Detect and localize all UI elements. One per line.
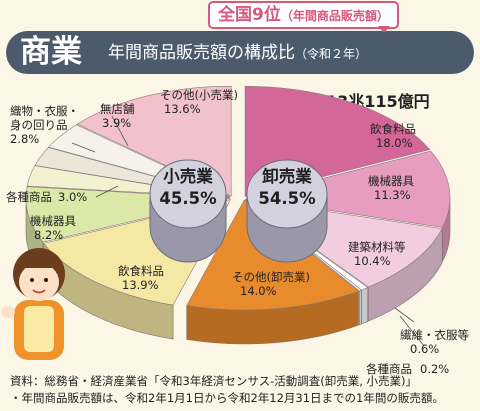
subtitle-year: （令和２年） [295,47,368,61]
label-name: 飲食料品 [370,122,416,136]
retail-share: 45.5% [159,189,217,208]
rank-badge-sub: （年間商品販売額） [280,9,389,23]
label-name: その他(小売業) [160,88,238,102]
label-retail-other: その他(小売業) 13.6% [160,88,238,116]
label-value: 18.0% [376,136,413,150]
label-name: 機械器具 [30,214,76,228]
label-retail-general: 各種商品 3.0% [6,190,87,204]
center-cylinder-wholesale [246,159,328,263]
label-wholesale-general: 各種商品 0.2% [366,362,449,376]
title-bar [6,31,474,74]
label-name: 繊維・衣服等 [400,328,469,342]
label-value: 14.0% [240,284,277,298]
source-note: 資料：総務省・経済産業省「令和3年経済センサス-活動調査(卸売業, 小売業)」 … [10,373,444,407]
label-retail-food: 飲食料品 13.9% [118,264,164,292]
label-value: 2.8% [10,132,40,146]
label-wholesale-building: 建築材料等 10.4% [348,240,406,268]
label-value: 13.9% [122,278,159,292]
label-value: 0.2% [420,362,450,376]
label-name: 各種商品 [6,190,52,204]
page-subtitle: 年間商品販売額の構成比（令和２年） [108,40,367,67]
rank-badge-tail [378,26,390,33]
wholesale-name: 卸売業 [262,167,312,186]
leader-line-nonstore [111,115,129,147]
label-name: 飲食料品 [118,264,164,278]
source-line-1: 資料：総務省・経済産業省「令和3年経済センサス-活動調査(卸売業, 小売業)」 [10,374,418,388]
label-name: 建築材料等 [348,240,406,254]
leader-line-general-retail [95,185,119,198]
leader-line-general-wholesale [399,315,425,347]
pie-slice-wholesale-3-side [361,287,369,325]
pie-slice-wholesale-4-side [359,289,362,326]
label-value: 11.3% [374,188,411,202]
leader-line-textile [71,142,96,153]
rank-badge: 全国9位（年間商品販売額） [208,1,399,29]
label-name-line2: 身の回り品 [10,118,68,132]
rank-badge-text: 全国9位 [218,5,281,25]
label-name: 無店舗 [100,102,135,116]
label-value: 0.6% [410,342,440,356]
wholesale-share: 54.5% [258,189,316,208]
page-title: 商業 [20,34,82,70]
label-wholesale-food: 飲食料品 18.0% [370,122,416,150]
label-value: 10.4% [354,254,391,268]
retail-name: 小売業 [163,167,213,186]
label-name: 各種商品 [366,362,412,376]
label-value: 3.9% [102,116,132,130]
label-retail-textile: 織物・衣服・ 身の回り品 2.8% [10,104,79,146]
label-value: 8.2% [34,228,64,242]
label-value: 3.0% [58,190,88,204]
pie-slice-wholesale-1 [245,150,451,228]
subtitle-text: 年間商品販売額の構成比 [108,43,295,63]
wholesale-center-label: 卸売業 54.5% [247,166,327,210]
mascot-illustration [1,248,65,360]
label-retail-machine: 機械器具 8.2% [30,214,76,242]
leader-line-textile-wholesale [394,307,415,323]
label-name: 機械器具 [368,174,414,188]
label-wholesale-machine: 機械器具 11.3% [368,174,414,202]
label-name-line1: 織物・衣服・ [10,104,79,118]
retail-center-label: 小売業 45.5% [150,166,226,210]
center-cylinder-retail [149,159,227,263]
source-line-2: ・年間商品販売額は、令和2年1月1日から令和2年12月31日までの1年間の販売額… [10,391,444,405]
label-wholesale-textile: 繊維・衣服等 0.6% [400,328,469,356]
label-value: 13.6% [164,102,201,116]
pie-sides [25,197,451,345]
label-wholesale-other: その他(卸売業) 14.0% [232,270,310,298]
label-name: その他(卸売業) [232,270,310,284]
leader-lines [71,115,425,347]
label-retail-nonstore: 無店舗 3.9% [100,102,135,130]
